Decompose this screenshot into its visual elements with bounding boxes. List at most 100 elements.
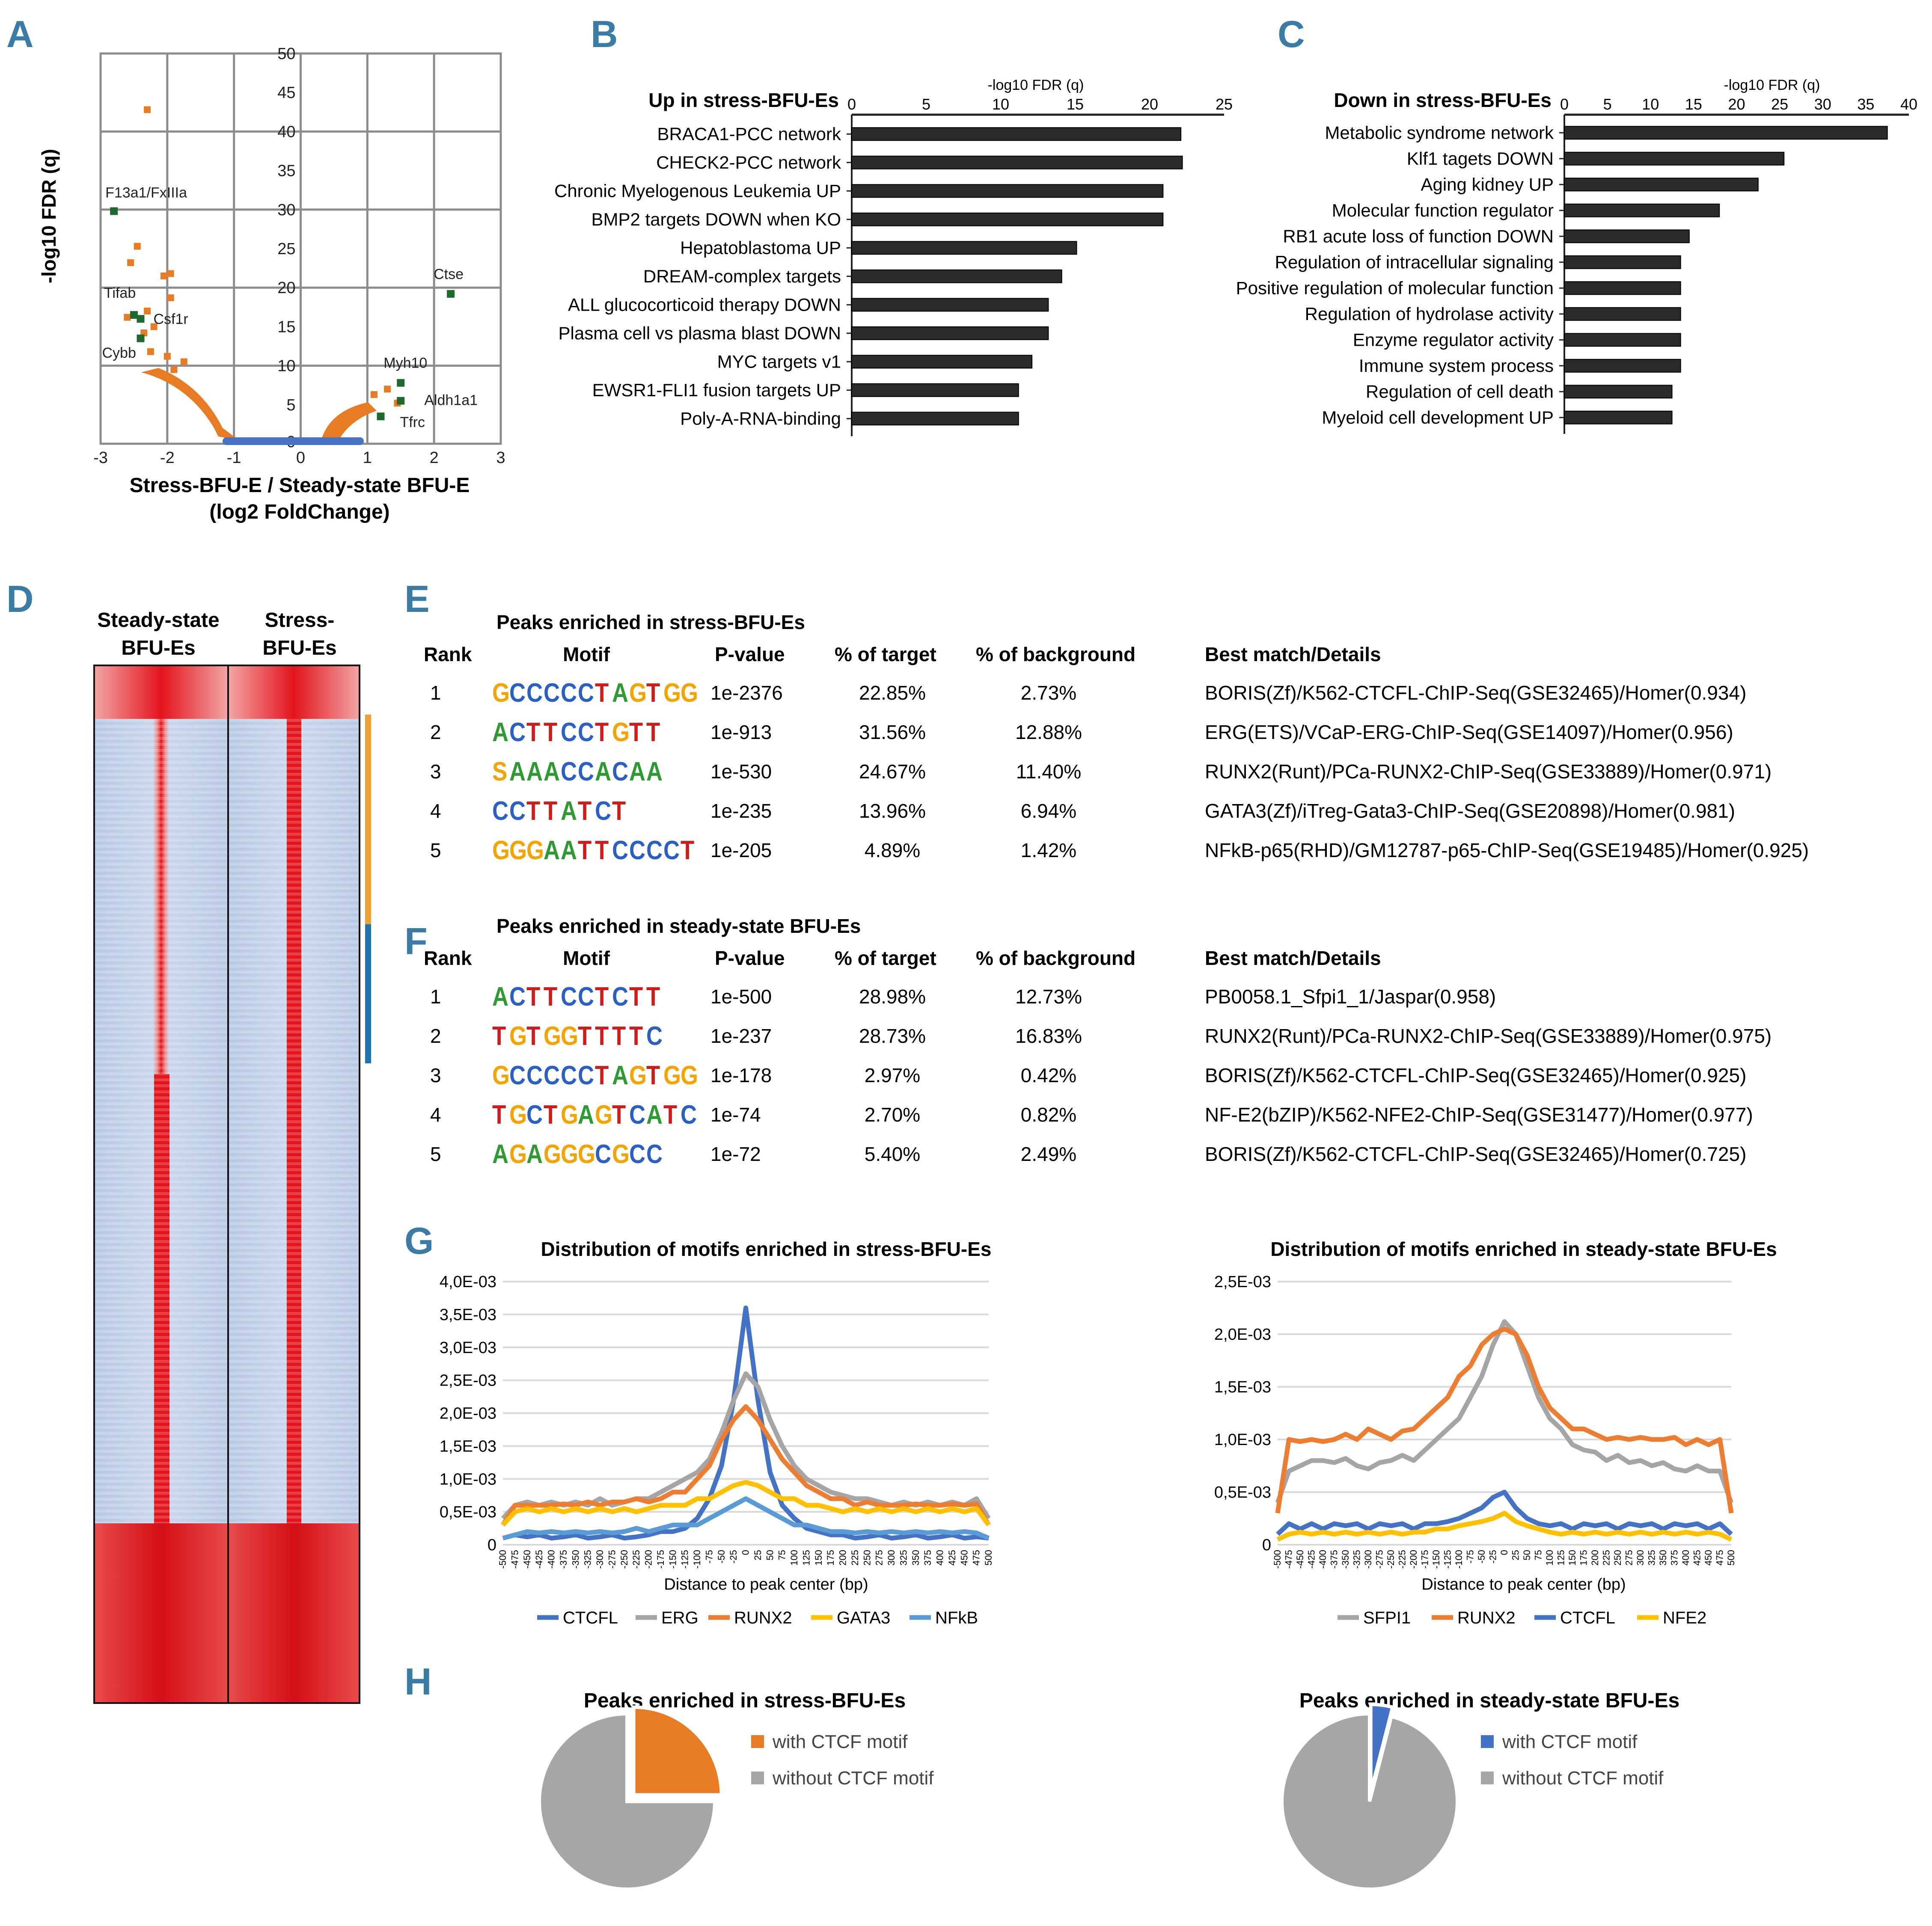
line-steady-series-ctcfl — [1276, 1490, 1733, 1536]
bar-up-bar — [851, 212, 1164, 226]
pie-stress-slices — [538, 1705, 723, 1891]
motif-letter: T — [595, 718, 609, 747]
bar-up-category-label: Plasma cell vs plasma blast DOWN — [559, 323, 841, 343]
line-stress-ytick: 2,5E-03 — [440, 1372, 496, 1390]
motif-letter: T — [492, 1100, 506, 1130]
motif-letter: T — [595, 1061, 609, 1090]
volcano-highlight-point — [377, 413, 385, 421]
row-match: NFkB-p65(RHD)/GM12787-p65-ChIP-Seq(GSE19… — [1205, 839, 1809, 861]
motif-letter: A — [492, 1140, 508, 1169]
line-steady-xtick: 450 — [1703, 1550, 1714, 1566]
row-rank: 3 — [430, 1064, 441, 1086]
motif-letter: G — [681, 678, 698, 708]
bar-up-bar — [851, 326, 1049, 340]
volcano-point — [180, 358, 187, 365]
line-steady-xtick: -350 — [1340, 1550, 1351, 1569]
line-stress-xtick: 200 — [838, 1550, 848, 1566]
motif-letter: T — [595, 1021, 609, 1051]
row-background: 2.49% — [1021, 1143, 1076, 1165]
motif-letter: C — [595, 1140, 611, 1169]
volcano-xtick: -1 — [227, 449, 241, 467]
volcano-ylabel: -log10 FDR (q) — [38, 149, 60, 283]
motif-letter: C — [561, 757, 577, 786]
motif-letter: C — [544, 678, 560, 708]
volcano-cloud-left — [141, 368, 240, 441]
bar-down-xtick: 20 — [1728, 95, 1745, 113]
line-stress-ytick: 4,0E-03 — [440, 1273, 496, 1291]
volcano-point — [370, 391, 377, 398]
line-stress-xtick: 100 — [789, 1550, 800, 1566]
motif-letter: G — [561, 1100, 578, 1130]
motif-letter: T — [595, 678, 609, 708]
motif-letter: A — [629, 757, 645, 786]
row-background: 2.73% — [1021, 682, 1076, 704]
volcano-gene-label: Csf1r — [154, 311, 188, 327]
bar-up-category-label: Chronic Myelogenous Leukemia UP — [554, 181, 841, 201]
panel-letter-h: H — [404, 1660, 432, 1703]
line-steady-xtick: 50 — [1522, 1550, 1532, 1560]
motif-letter: C — [561, 1061, 577, 1090]
heatmap-steady-texture — [94, 719, 228, 1523]
line-stress-xtick: -425 — [534, 1550, 544, 1569]
pie-stress-slice — [632, 1705, 723, 1797]
heatmap-cluster-bar-blue — [365, 924, 371, 1063]
motif-letter: C — [561, 678, 577, 708]
motif-letter: C — [612, 982, 628, 1012]
line-stress-xtick: 125 — [801, 1550, 811, 1566]
chip-heatmap: Steady-state BFU-Es Stress- BFU-Es — [93, 609, 371, 1704]
motif-letter: T — [595, 836, 609, 865]
row-background: 12.88% — [1015, 721, 1082, 743]
row-match: BORIS(Zf)/K562-CTCFL-ChIP-Seq(GSE32465)/… — [1205, 1143, 1746, 1165]
row-rank: 5 — [430, 839, 441, 861]
pie-stress-slice — [538, 1712, 717, 1891]
bar-down-xtick: 10 — [1642, 95, 1659, 113]
bar-up-xtick: 15 — [1067, 95, 1084, 113]
motif-letter: G — [681, 1061, 698, 1090]
motif-letter: A — [526, 1140, 543, 1169]
bar-down-xtick: 25 — [1771, 95, 1788, 113]
line-steady-xtick: 150 — [1567, 1550, 1578, 1566]
volcano-plot: -3-2-1012351015202530354045500 F13a1/FxI… — [38, 45, 505, 523]
row-background: 16.83% — [1015, 1025, 1082, 1047]
motif-letter: A — [561, 836, 577, 865]
line-steady-xtick: -325 — [1352, 1550, 1362, 1569]
row-pvalue: 1e-235 — [710, 800, 772, 822]
bar-down-bar — [1564, 385, 1673, 399]
motif-letter: G — [595, 1100, 612, 1130]
pie-steady-slice — [1280, 1712, 1459, 1891]
row-pvalue: 1e-72 — [710, 1143, 761, 1165]
volcano-highlight-point — [110, 207, 118, 215]
line-steady-xtick: -200 — [1408, 1550, 1419, 1569]
bar-down-bar — [1564, 410, 1673, 424]
line-steady-ytick: 1,0E-03 — [1214, 1431, 1271, 1449]
table-row: 1 G C C C C C T A G T G G 1e-2376 22.85% 2.73% BORIS(Zf)… — [430, 678, 1746, 708]
motif-table-stress: Peaks enriched in stress-BFU-Es Rank Mot… — [424, 611, 1809, 865]
bar-chart-up: Up in stress-BFU-Es -log10 FDR (q) 0 5 10 1… — [554, 77, 1233, 436]
motif-letter: G — [612, 718, 630, 747]
panel-letter-f: F — [404, 920, 428, 962]
line-steady-series-sfpi1 — [1275, 1319, 1734, 1504]
col-motif: Motif — [563, 947, 610, 969]
panel-letter-c: C — [1278, 13, 1305, 55]
motif-letter: A — [526, 757, 543, 786]
volcano-ytick: 45 — [277, 84, 295, 102]
line-steady-xtick: -275 — [1374, 1550, 1385, 1569]
motif-letter: T — [612, 1100, 626, 1130]
motif-letter: C — [629, 1140, 645, 1169]
motif-letter: A — [544, 757, 560, 786]
line-chart-steady-legend: SFPI1 RUNX2 CTCFL NFE2 — [1338, 1608, 1706, 1627]
bar-up-bar — [851, 383, 1019, 397]
motif-letter: T — [612, 796, 626, 826]
line-stress-ytick: 3,5E-03 — [440, 1306, 496, 1324]
motif-letter: C — [646, 1140, 663, 1169]
bar-up-category-label: MYC targets v1 — [717, 351, 841, 371]
row-rank: 4 — [430, 1104, 441, 1126]
pie-steady-slices — [1280, 1703, 1459, 1891]
volcano-xtick: 3 — [496, 449, 505, 467]
volcano-ytick: 5 — [286, 396, 295, 414]
line-chart-stress-legend: CTCFL ERG RUNX2 GATA3 NFkB — [537, 1608, 978, 1627]
